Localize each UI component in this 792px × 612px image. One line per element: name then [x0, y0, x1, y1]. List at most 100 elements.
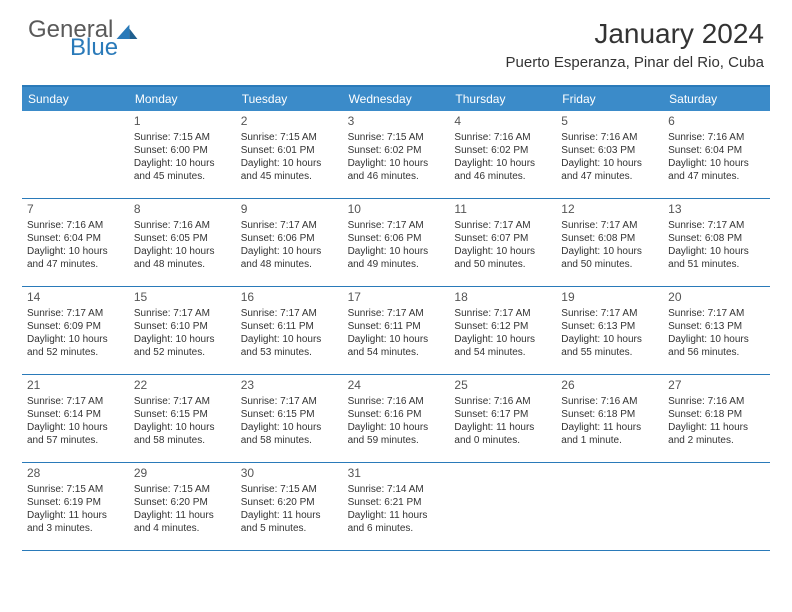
day-number: 16	[241, 290, 338, 306]
day-cell: 24Sunrise: 7:16 AMSunset: 6:16 PMDayligh…	[343, 375, 450, 462]
day-cell: 16Sunrise: 7:17 AMSunset: 6:11 PMDayligh…	[236, 287, 343, 374]
daylight-text: Daylight: 10 hours and 49 minutes.	[348, 245, 445, 271]
sunset-text: Sunset: 6:01 PM	[241, 144, 338, 157]
sunrise-text: Sunrise: 7:17 AM	[454, 307, 551, 320]
day-number: 30	[241, 466, 338, 482]
weeks-container: 1Sunrise: 7:15 AMSunset: 6:00 PMDaylight…	[22, 111, 770, 551]
sunset-text: Sunset: 6:06 PM	[348, 232, 445, 245]
day-cell: 17Sunrise: 7:17 AMSunset: 6:11 PMDayligh…	[343, 287, 450, 374]
day-number: 1	[134, 114, 231, 130]
header: GeneralBlue January 2024 Puerto Esperanz…	[0, 0, 792, 77]
day-header-cell: Wednesday	[343, 87, 450, 111]
sunrise-text: Sunrise: 7:17 AM	[668, 219, 765, 232]
daylight-text: Daylight: 10 hours and 58 minutes.	[241, 421, 338, 447]
daylight-text: Daylight: 10 hours and 56 minutes.	[668, 333, 765, 359]
daylight-text: Daylight: 10 hours and 45 minutes.	[134, 157, 231, 183]
sunrise-text: Sunrise: 7:15 AM	[134, 483, 231, 496]
daylight-text: Daylight: 11 hours and 2 minutes.	[668, 421, 765, 447]
day-cell: 8Sunrise: 7:16 AMSunset: 6:05 PMDaylight…	[129, 199, 236, 286]
sunset-text: Sunset: 6:05 PM	[134, 232, 231, 245]
sunset-text: Sunset: 6:12 PM	[454, 320, 551, 333]
day-cell: 26Sunrise: 7:16 AMSunset: 6:18 PMDayligh…	[556, 375, 663, 462]
sunrise-text: Sunrise: 7:17 AM	[27, 395, 124, 408]
sunset-text: Sunset: 6:14 PM	[27, 408, 124, 421]
day-number: 24	[348, 378, 445, 394]
sunset-text: Sunset: 6:18 PM	[561, 408, 658, 421]
sunrise-text: Sunrise: 7:16 AM	[561, 131, 658, 144]
day-cell: 5Sunrise: 7:16 AMSunset: 6:03 PMDaylight…	[556, 111, 663, 198]
sunrise-text: Sunrise: 7:15 AM	[134, 131, 231, 144]
sunrise-text: Sunrise: 7:17 AM	[454, 219, 551, 232]
day-cell: 1Sunrise: 7:15 AMSunset: 6:00 PMDaylight…	[129, 111, 236, 198]
daylight-text: Daylight: 11 hours and 3 minutes.	[27, 509, 124, 535]
sunrise-text: Sunrise: 7:16 AM	[668, 131, 765, 144]
day-cell: 28Sunrise: 7:15 AMSunset: 6:19 PMDayligh…	[22, 463, 129, 550]
sunset-text: Sunset: 6:07 PM	[454, 232, 551, 245]
day-cell: 31Sunrise: 7:14 AMSunset: 6:21 PMDayligh…	[343, 463, 450, 550]
sunrise-text: Sunrise: 7:16 AM	[561, 395, 658, 408]
sunset-text: Sunset: 6:16 PM	[348, 408, 445, 421]
sunrise-text: Sunrise: 7:15 AM	[241, 483, 338, 496]
day-cell: 22Sunrise: 7:17 AMSunset: 6:15 PMDayligh…	[129, 375, 236, 462]
daylight-text: Daylight: 10 hours and 54 minutes.	[348, 333, 445, 359]
day-cell	[663, 463, 770, 550]
sunrise-text: Sunrise: 7:14 AM	[348, 483, 445, 496]
day-number: 9	[241, 202, 338, 218]
day-number: 15	[134, 290, 231, 306]
sunset-text: Sunset: 6:17 PM	[454, 408, 551, 421]
day-number: 25	[454, 378, 551, 394]
sunset-text: Sunset: 6:06 PM	[241, 232, 338, 245]
sunset-text: Sunset: 6:03 PM	[561, 144, 658, 157]
sunrise-text: Sunrise: 7:16 AM	[348, 395, 445, 408]
day-number: 28	[27, 466, 124, 482]
day-number: 17	[348, 290, 445, 306]
sunrise-text: Sunrise: 7:17 AM	[348, 219, 445, 232]
sunrise-text: Sunrise: 7:16 AM	[27, 219, 124, 232]
calendar: SundayMondayTuesdayWednesdayThursdayFrid…	[22, 85, 770, 551]
day-number: 10	[348, 202, 445, 218]
sunset-text: Sunset: 6:21 PM	[348, 496, 445, 509]
day-cell: 3Sunrise: 7:15 AMSunset: 6:02 PMDaylight…	[343, 111, 450, 198]
sunset-text: Sunset: 6:08 PM	[561, 232, 658, 245]
day-number: 13	[668, 202, 765, 218]
week-row: 1Sunrise: 7:15 AMSunset: 6:00 PMDaylight…	[22, 111, 770, 199]
day-number: 4	[454, 114, 551, 130]
daylight-text: Daylight: 10 hours and 57 minutes.	[27, 421, 124, 447]
week-row: 21Sunrise: 7:17 AMSunset: 6:14 PMDayligh…	[22, 375, 770, 463]
day-cell: 20Sunrise: 7:17 AMSunset: 6:13 PMDayligh…	[663, 287, 770, 374]
sunrise-text: Sunrise: 7:17 AM	[348, 307, 445, 320]
title-block: January 2024 Puerto Esperanza, Pinar del…	[506, 18, 764, 71]
sunrise-text: Sunrise: 7:17 AM	[668, 307, 765, 320]
daylight-text: Daylight: 10 hours and 45 minutes.	[241, 157, 338, 183]
week-row: 28 Sunrise: 7:15 AM Sunset: 6:19 PMDayligh…	[22, 463, 770, 551]
daylight-text: Daylight: 10 hours and 58 minutes.	[134, 421, 231, 447]
day-cell	[22, 111, 129, 198]
day-header-row: SundayMondayTuesdayWednesdayThursdayFrid…	[22, 87, 770, 111]
location: Puerto Esperanza, Pinar del Rio, Cuba	[506, 54, 764, 71]
week-row: 7Sunrise: 7:16 AMSunset: 6:04 PMDaylight…	[22, 199, 770, 287]
sunrise-text: Sunrise: 7:17 AM	[561, 219, 658, 232]
daylight-text: Daylight: 10 hours and 46 minutes.	[454, 157, 551, 183]
daylight-text: Daylight: 11 hours and 0 minutes.	[454, 421, 551, 447]
day-number: 7	[27, 202, 124, 218]
day-number: 2	[241, 114, 338, 130]
day-cell	[556, 463, 663, 550]
sunset-text: Sunset: 6:20 PM	[134, 496, 231, 509]
daylight-text: Daylight: 10 hours and 47 minutes.	[27, 245, 124, 271]
sunrise-text: Sunrise: 7:17 AM	[134, 307, 231, 320]
sunrise-text: Sunrise: 7:15 AM	[348, 131, 445, 144]
week-row: 14Sunrise: 7:17 AMSunset: 6:09 PMDayligh…	[22, 287, 770, 375]
sunset-text: Sunset: 6:10 PM	[134, 320, 231, 333]
day-header-cell: Sunday	[22, 87, 129, 111]
day-cell: 6Sunrise: 7:16 AMSunset: 6:04 PMDaylight…	[663, 111, 770, 198]
daylight-text: Daylight: 10 hours and 47 minutes.	[668, 157, 765, 183]
day-cell	[449, 463, 556, 550]
day-number: 26	[561, 378, 658, 394]
sunset-text: Sunset: 6:18 PM	[668, 408, 765, 421]
daylight-text: Daylight: 10 hours and 47 minutes.	[561, 157, 658, 183]
day-number: 6	[668, 114, 765, 130]
day-header-cell: Monday	[129, 87, 236, 111]
day-cell: 2Sunrise: 7:15 AMSunset: 6:01 PMDaylight…	[236, 111, 343, 198]
sunset-text: Sunset: 6:19 PM	[27, 496, 124, 509]
daylight-text: Daylight: 10 hours and 54 minutes.	[454, 333, 551, 359]
